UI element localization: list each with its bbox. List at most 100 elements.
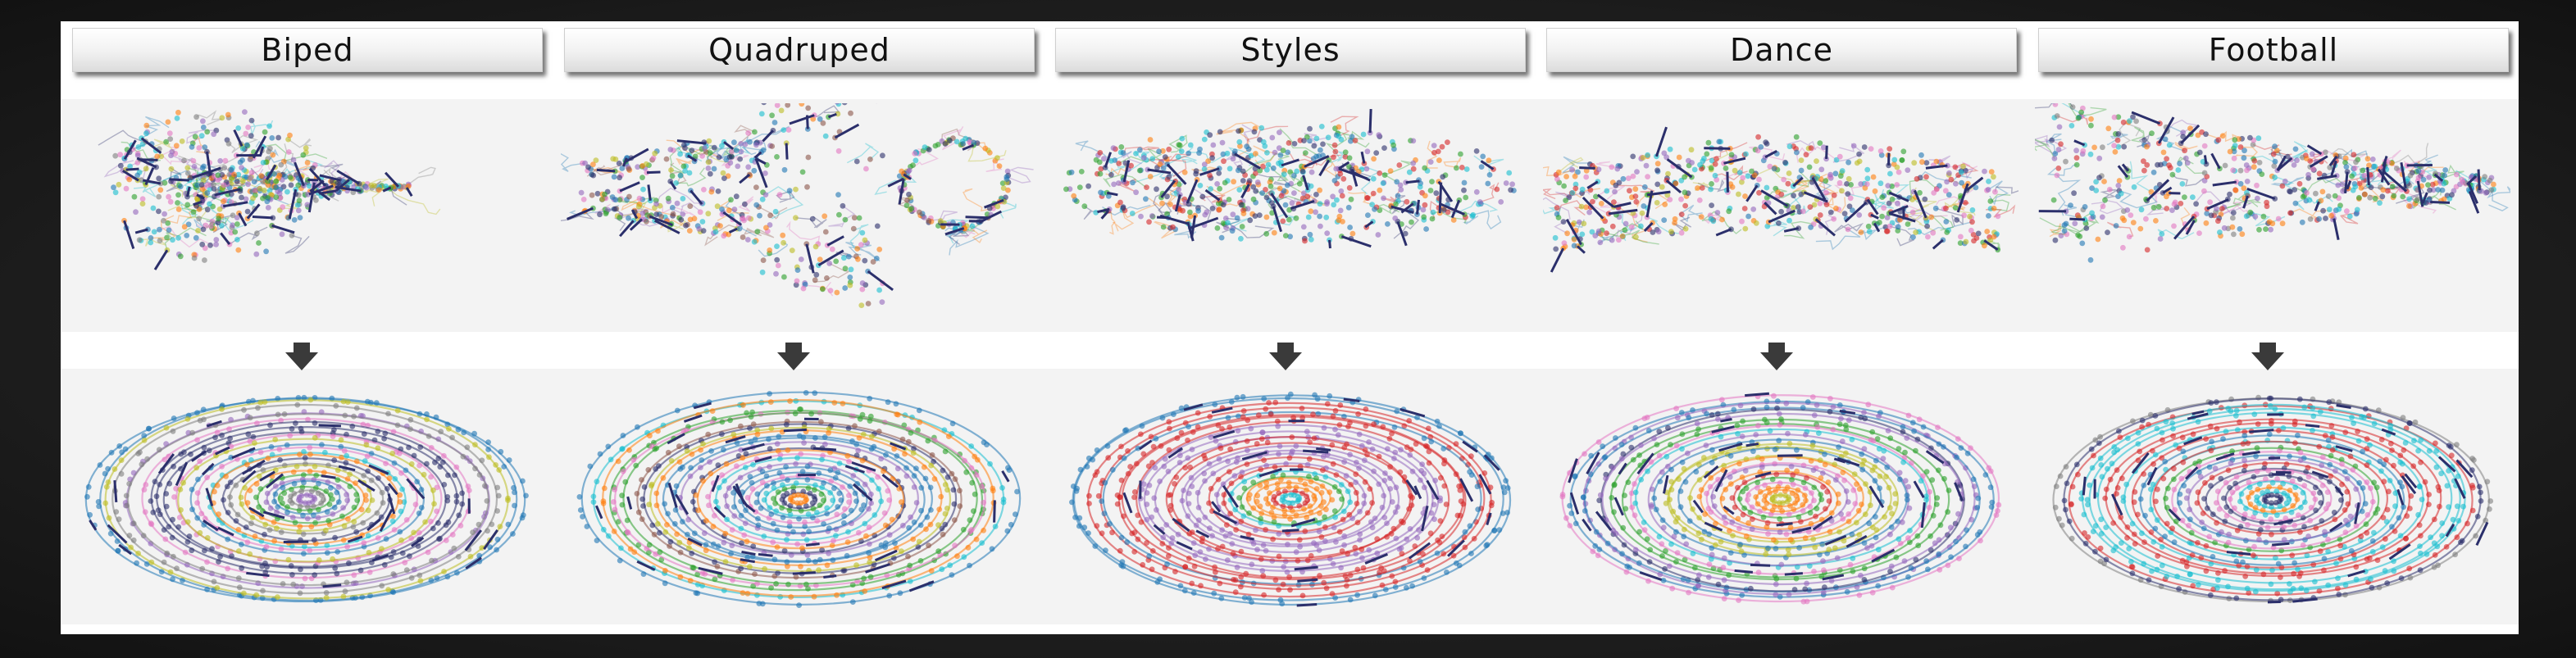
trajectory-line — [1556, 200, 1586, 216]
velocity-vector — [125, 167, 139, 171]
aligned-point — [1392, 579, 1399, 585]
aligned-point — [411, 452, 417, 459]
velocity-vector — [242, 470, 257, 483]
aligned-point — [1401, 423, 1408, 429]
trajectory-point — [1304, 193, 1311, 200]
trajectory-point — [213, 237, 220, 243]
velocity-vector — [890, 442, 907, 451]
trajectory-point — [1268, 183, 1274, 189]
aligned-point — [184, 519, 191, 525]
trajectory-point — [2356, 194, 2362, 201]
trajectory-point — [193, 234, 199, 241]
trajectory-point — [198, 182, 205, 188]
trajectory-point — [1004, 174, 1010, 180]
trajectory-point — [1689, 160, 1695, 166]
trajectory-point — [670, 211, 676, 217]
trajectory-point — [1946, 192, 1952, 198]
trajectory-point — [1823, 189, 1829, 196]
aligned-point — [323, 590, 330, 596]
trajectory-point — [1363, 166, 1370, 172]
aligned-point — [917, 558, 924, 564]
trajectory-point — [1422, 202, 1428, 208]
trajectory-point — [1136, 167, 1143, 174]
trajectory-point — [1986, 213, 1991, 219]
trajectory-point — [1587, 187, 1594, 193]
trajectory-point — [1281, 171, 1287, 178]
trajectory-line — [1174, 223, 1205, 239]
trajectory-point — [1323, 214, 1330, 220]
aligned-point — [398, 446, 404, 452]
aligned-point — [892, 540, 898, 547]
aligned-point — [739, 540, 744, 547]
trajectory-point — [1946, 170, 1952, 176]
header-styles: Styles — [1055, 28, 1526, 72]
velocity-vector — [852, 483, 873, 501]
trajectory-point — [1612, 188, 1618, 195]
trajectory-point — [1287, 169, 1294, 175]
aligned-orbit — [602, 398, 994, 597]
trajectory-point — [858, 242, 864, 247]
trajectory-point — [1833, 205, 1839, 211]
velocity-vector — [406, 478, 426, 500]
velocity-vector — [1803, 191, 1828, 203]
aligned-point — [441, 482, 448, 488]
aligned-point — [942, 511, 949, 517]
trajectory-point — [1381, 172, 1388, 178]
trajectory-point — [2309, 151, 2315, 157]
aligned-point — [157, 511, 163, 518]
aligned-point — [775, 489, 781, 495]
trajectory-point — [926, 147, 932, 152]
aligned-point — [762, 565, 767, 572]
aligned-point — [755, 515, 761, 522]
trajectory-point — [199, 165, 206, 171]
trajectory-point — [1269, 210, 1275, 216]
aligned-point — [787, 398, 793, 404]
trajectory-point — [2118, 190, 2124, 197]
trajectory-point — [1254, 179, 1261, 185]
velocity-vector — [741, 442, 765, 452]
aligned-point — [886, 532, 893, 538]
trajectory-point — [2155, 203, 2162, 210]
aligned-point — [476, 552, 483, 559]
trajectory-point — [2241, 185, 2247, 192]
aligned-point — [122, 446, 129, 452]
trajectory-point — [290, 157, 297, 163]
trajectory-point — [1740, 175, 1746, 181]
trajectory-point — [1280, 218, 1286, 225]
aligned-point — [512, 489, 517, 496]
trajectory-line — [1325, 130, 1350, 152]
velocity-vector — [2206, 198, 2229, 211]
aligned-point — [869, 477, 875, 483]
velocity-vector — [2333, 218, 2340, 240]
trajectory-point — [157, 187, 164, 193]
aligned-point — [307, 397, 314, 403]
trajectory-point — [2344, 208, 2350, 215]
trajectory-point — [1316, 153, 1322, 159]
aligned-point — [727, 417, 733, 424]
trajectory-point — [1395, 193, 1401, 199]
trajectory-line — [1241, 124, 1255, 143]
velocity-vector — [595, 505, 603, 520]
trajectory-point — [785, 103, 791, 108]
velocity-vector — [246, 571, 270, 578]
trajectory-point — [2138, 206, 2145, 213]
trajectory-point — [2303, 156, 2310, 161]
aligned-point — [1241, 595, 1248, 601]
aligned-point — [862, 588, 868, 594]
trajectory-line — [2106, 133, 2128, 146]
trajectory-point — [1831, 192, 1837, 198]
trajectory-point — [1911, 160, 1918, 166]
aligned-point — [841, 513, 847, 520]
trajectory-point — [230, 212, 236, 219]
aligned-point — [886, 592, 893, 599]
trajectory-point — [854, 246, 861, 252]
trajectory-point — [781, 274, 787, 280]
trajectory-point — [769, 143, 776, 149]
trajectory-point — [1282, 233, 1289, 238]
aligned-point — [767, 399, 774, 405]
trajectory-point — [1160, 165, 1167, 171]
velocity-vector — [1104, 152, 1113, 168]
aligned-point — [748, 414, 754, 420]
trajectory-point — [1771, 166, 1777, 172]
trajectory-point — [1758, 144, 1764, 150]
